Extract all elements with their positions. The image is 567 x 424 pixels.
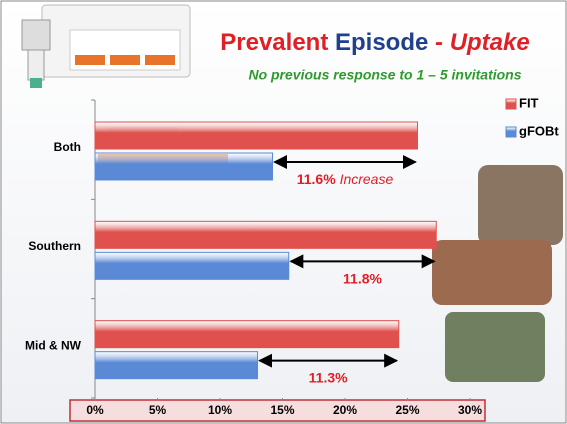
bar [94, 251, 290, 280]
title-part: Prevalent [220, 29, 328, 56]
y-tick-label: Mid & NW [25, 339, 82, 353]
x-tick-label: 0% [86, 403, 104, 417]
subtitle: No previous response to 1 – 5 invitation… [248, 67, 521, 83]
x-tick-label: 10% [208, 403, 232, 417]
bar [94, 351, 258, 380]
legend-label: gFOBt [519, 123, 559, 138]
annotation: 11.3% [309, 369, 348, 385]
x-tick-label: 30% [458, 403, 482, 417]
x-tick-label: 15% [270, 403, 294, 417]
bar [94, 320, 400, 349]
bar [94, 152, 273, 181]
photo-kit [21, 4, 191, 88]
bar [94, 121, 418, 150]
x-tick-label: 5% [149, 403, 167, 417]
annotation: 11.6% Increase [297, 171, 394, 187]
legend-label: FIT [519, 95, 539, 110]
x-axis-box [69, 399, 486, 422]
legend-swatch [505, 98, 517, 110]
y-tick-label: Southern [28, 239, 81, 253]
title-part: Episode [335, 29, 428, 56]
annotation-value: 11.3% [309, 369, 348, 385]
bar [94, 220, 437, 249]
x-tick-label: 25% [395, 403, 419, 417]
y-tick-label: Both [54, 140, 81, 154]
legend-swatch [505, 126, 517, 138]
annotation-value: 11.8% [343, 270, 382, 286]
chart-title: Prevalent Episode - Uptake [220, 29, 529, 56]
annotation-note: Increase [340, 171, 394, 187]
annotation-value: 11.6% [297, 171, 336, 187]
x-tick-label: 20% [333, 403, 357, 417]
title-part: - Uptake [435, 29, 530, 56]
annotation: 11.8% [343, 270, 382, 286]
